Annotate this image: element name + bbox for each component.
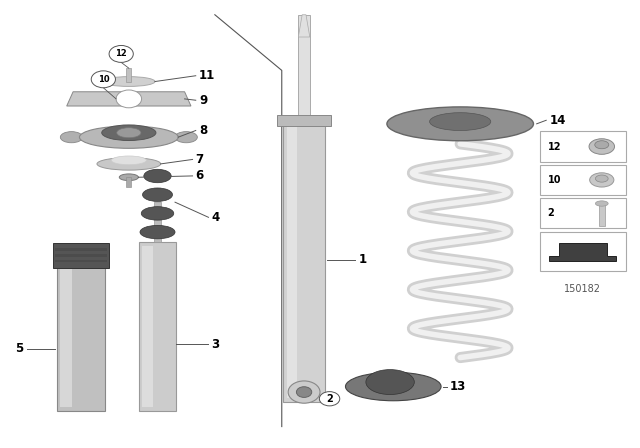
Polygon shape	[67, 92, 191, 106]
Text: 9: 9	[199, 94, 207, 107]
Ellipse shape	[589, 173, 614, 187]
FancyBboxPatch shape	[540, 131, 626, 162]
Ellipse shape	[595, 141, 609, 149]
Text: 14: 14	[549, 114, 566, 127]
Text: 7: 7	[196, 153, 204, 166]
FancyBboxPatch shape	[154, 202, 161, 242]
Ellipse shape	[97, 158, 161, 170]
FancyBboxPatch shape	[54, 260, 108, 262]
Text: 10: 10	[547, 175, 561, 185]
Ellipse shape	[60, 132, 83, 143]
Ellipse shape	[595, 201, 608, 206]
Ellipse shape	[102, 77, 155, 86]
Ellipse shape	[141, 207, 173, 220]
Text: 2: 2	[547, 208, 554, 218]
Text: 1: 1	[358, 253, 366, 266]
Text: 5: 5	[15, 342, 24, 355]
FancyBboxPatch shape	[126, 68, 131, 82]
FancyBboxPatch shape	[54, 248, 108, 251]
Ellipse shape	[116, 128, 141, 138]
FancyBboxPatch shape	[540, 165, 626, 195]
Text: 10: 10	[97, 75, 109, 84]
Text: 6: 6	[196, 169, 204, 182]
Circle shape	[116, 90, 141, 108]
FancyBboxPatch shape	[598, 204, 605, 226]
Circle shape	[92, 71, 115, 88]
Circle shape	[109, 45, 133, 62]
Ellipse shape	[589, 139, 614, 154]
FancyBboxPatch shape	[60, 268, 72, 406]
FancyBboxPatch shape	[53, 243, 109, 267]
Text: 12: 12	[547, 142, 561, 151]
FancyBboxPatch shape	[54, 254, 108, 257]
Ellipse shape	[595, 175, 608, 182]
Ellipse shape	[144, 169, 172, 183]
Ellipse shape	[102, 125, 156, 141]
Circle shape	[288, 381, 320, 403]
Ellipse shape	[346, 372, 441, 401]
Text: 3: 3	[212, 338, 220, 351]
Text: 4: 4	[212, 211, 220, 224]
FancyBboxPatch shape	[287, 121, 297, 398]
FancyBboxPatch shape	[139, 242, 176, 411]
Text: 13: 13	[449, 380, 466, 393]
Circle shape	[319, 392, 340, 406]
FancyBboxPatch shape	[141, 246, 153, 406]
Polygon shape	[549, 243, 616, 261]
Text: 11: 11	[199, 69, 215, 82]
FancyBboxPatch shape	[126, 177, 131, 187]
Ellipse shape	[366, 370, 414, 395]
FancyBboxPatch shape	[540, 198, 626, 228]
Ellipse shape	[143, 188, 173, 202]
FancyBboxPatch shape	[277, 115, 331, 126]
Text: 8: 8	[199, 124, 207, 137]
FancyBboxPatch shape	[57, 264, 105, 411]
Text: 12: 12	[115, 49, 127, 58]
Text: 2: 2	[326, 394, 333, 404]
Circle shape	[296, 387, 312, 397]
FancyBboxPatch shape	[298, 15, 310, 126]
Ellipse shape	[387, 107, 534, 141]
Ellipse shape	[79, 126, 178, 148]
Ellipse shape	[140, 225, 175, 239]
FancyBboxPatch shape	[284, 117, 324, 402]
Text: 150182: 150182	[564, 284, 602, 293]
Ellipse shape	[175, 132, 197, 143]
FancyBboxPatch shape	[540, 232, 626, 271]
Ellipse shape	[111, 156, 147, 165]
Ellipse shape	[429, 113, 491, 130]
Ellipse shape	[119, 174, 138, 181]
Polygon shape	[298, 15, 310, 37]
